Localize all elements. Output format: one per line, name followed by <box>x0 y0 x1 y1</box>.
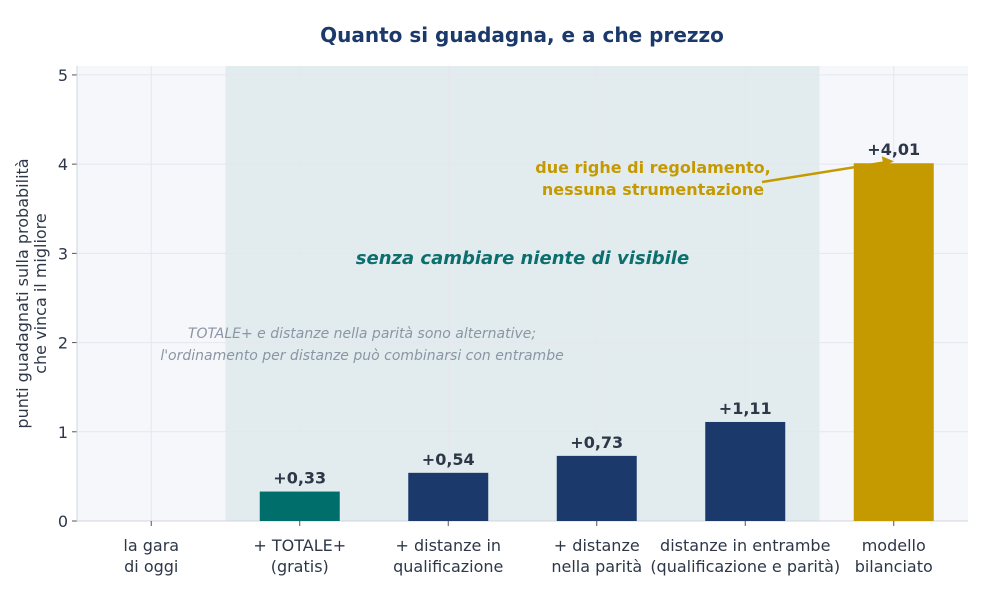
gold-annotation: due righe di regolamento, <box>535 158 771 177</box>
x-tick-label: nella parità <box>551 557 642 576</box>
bar-value-label: +4,01 <box>867 140 920 159</box>
x-tick-label: bilanciato <box>855 557 933 576</box>
x-tick-label: modello <box>862 536 926 555</box>
bar-value-label: +0,54 <box>422 450 475 469</box>
y-tick-label: 2 <box>58 334 68 353</box>
x-tick-label: + distanze in <box>395 536 501 555</box>
x-tick-label: qualificazione <box>393 557 503 576</box>
bar <box>259 491 340 521</box>
x-tick-label: di oggi <box>124 557 178 576</box>
bar <box>853 163 934 521</box>
y-tick-label: 3 <box>58 244 68 263</box>
bar-value-label: +0,73 <box>570 433 623 452</box>
bar <box>408 472 489 521</box>
bar-value-label: +0,33 <box>273 469 326 488</box>
gold-arrow-head <box>881 156 894 167</box>
chart-title: Quanto si guadagna, e a che prezzo <box>320 23 724 47</box>
y-tick-label: 0 <box>58 512 68 531</box>
gold-annotation: nessuna strumentazione <box>542 180 764 199</box>
gold-annotation-arrow <box>761 160 892 184</box>
y-axis-label: che vinca il migliore <box>31 213 50 374</box>
band-annotation: senza cambiare niente di visibile <box>356 248 689 269</box>
note-annotation: TOTALE+ e distanze nella parità sono alt… <box>188 326 536 342</box>
y-tick-label: 5 <box>58 66 68 85</box>
bar <box>556 455 637 521</box>
x-tick-label: + distanze <box>554 536 640 555</box>
x-tick-label: distanze in entrambe <box>660 536 830 555</box>
y-tick-label: 1 <box>58 423 68 442</box>
x-tick-label: la gara <box>123 536 179 555</box>
x-tick-label: (qualificazione e parità) <box>650 557 840 576</box>
x-tick-label: + TOTALE+ <box>253 536 346 555</box>
bar-value-label: +1,11 <box>719 399 772 418</box>
y-tick-label: 4 <box>58 155 68 174</box>
y-axis-label: punti guadagnati sulla probabilità <box>13 158 32 428</box>
note-annotation: l'ordinamento per distanze può combinars… <box>160 348 563 364</box>
bar <box>705 421 786 521</box>
x-tick-label: (gratis) <box>271 557 329 576</box>
